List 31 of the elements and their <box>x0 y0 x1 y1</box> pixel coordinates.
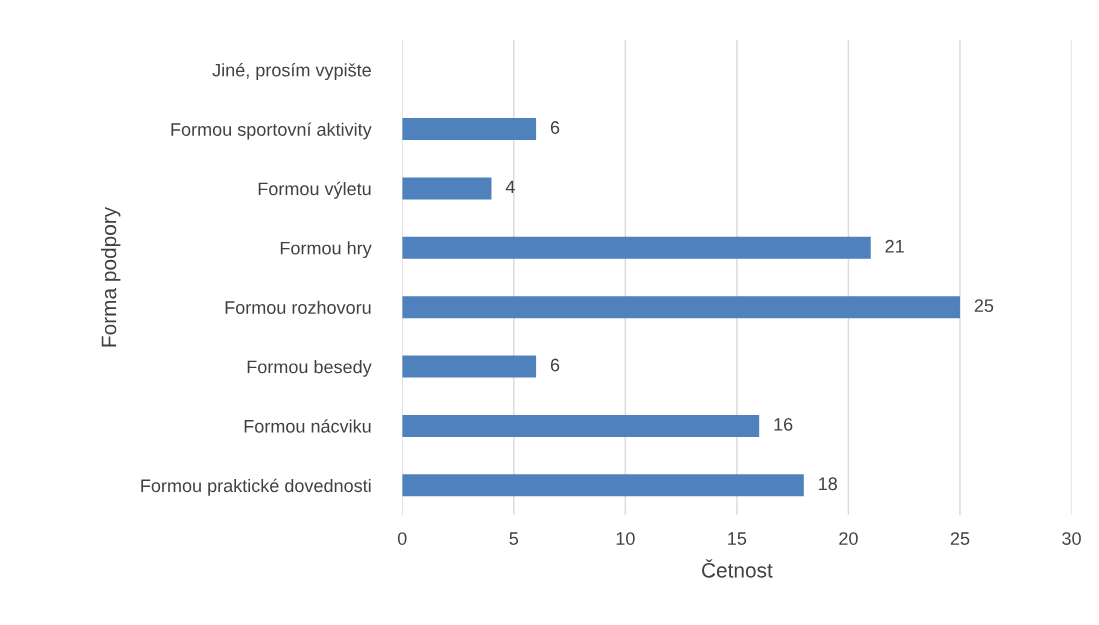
y-axis-title: Forma podpory <box>101 206 121 347</box>
y-tick-label: Formou sportovní aktivity <box>171 122 372 140</box>
data-label: 4 <box>505 180 515 194</box>
y-tick-label: Formou praktické dovednosti <box>141 478 371 496</box>
y-tick-label: Jiné, prosím vypište <box>212 63 371 81</box>
y-tick-label: Formou nácviku <box>244 419 371 433</box>
x-tick-label: 25 <box>950 532 970 545</box>
data-label: 21 <box>885 239 904 253</box>
x-tick-label: 30 <box>1062 532 1081 545</box>
y-tick-label: Formou výletu <box>258 181 371 199</box>
x-tick-label: 0 <box>397 532 407 545</box>
y-tick-label: Formou besedy <box>247 360 372 377</box>
x-tick-label: 5 <box>509 532 519 545</box>
x-tick-label: 20 <box>839 532 858 545</box>
bar <box>402 474 804 497</box>
data-label: 6 <box>550 358 560 372</box>
data-label: 25 <box>974 299 994 313</box>
x-tick-label: 15 <box>728 532 747 545</box>
bar <box>402 236 871 259</box>
bar <box>402 118 537 141</box>
data-label: 18 <box>819 477 837 491</box>
data-label: 6 <box>550 121 560 134</box>
bar <box>402 355 537 378</box>
x-axis-title: Četnost <box>702 559 773 578</box>
bar <box>402 177 492 200</box>
y-tick-label: Formou rozhovoru <box>225 300 371 314</box>
data-label: 16 <box>774 418 793 431</box>
bar <box>402 296 960 319</box>
bar <box>402 414 760 437</box>
y-tick-label: Formou hry <box>280 241 372 259</box>
x-tick-label: 10 <box>616 532 635 545</box>
